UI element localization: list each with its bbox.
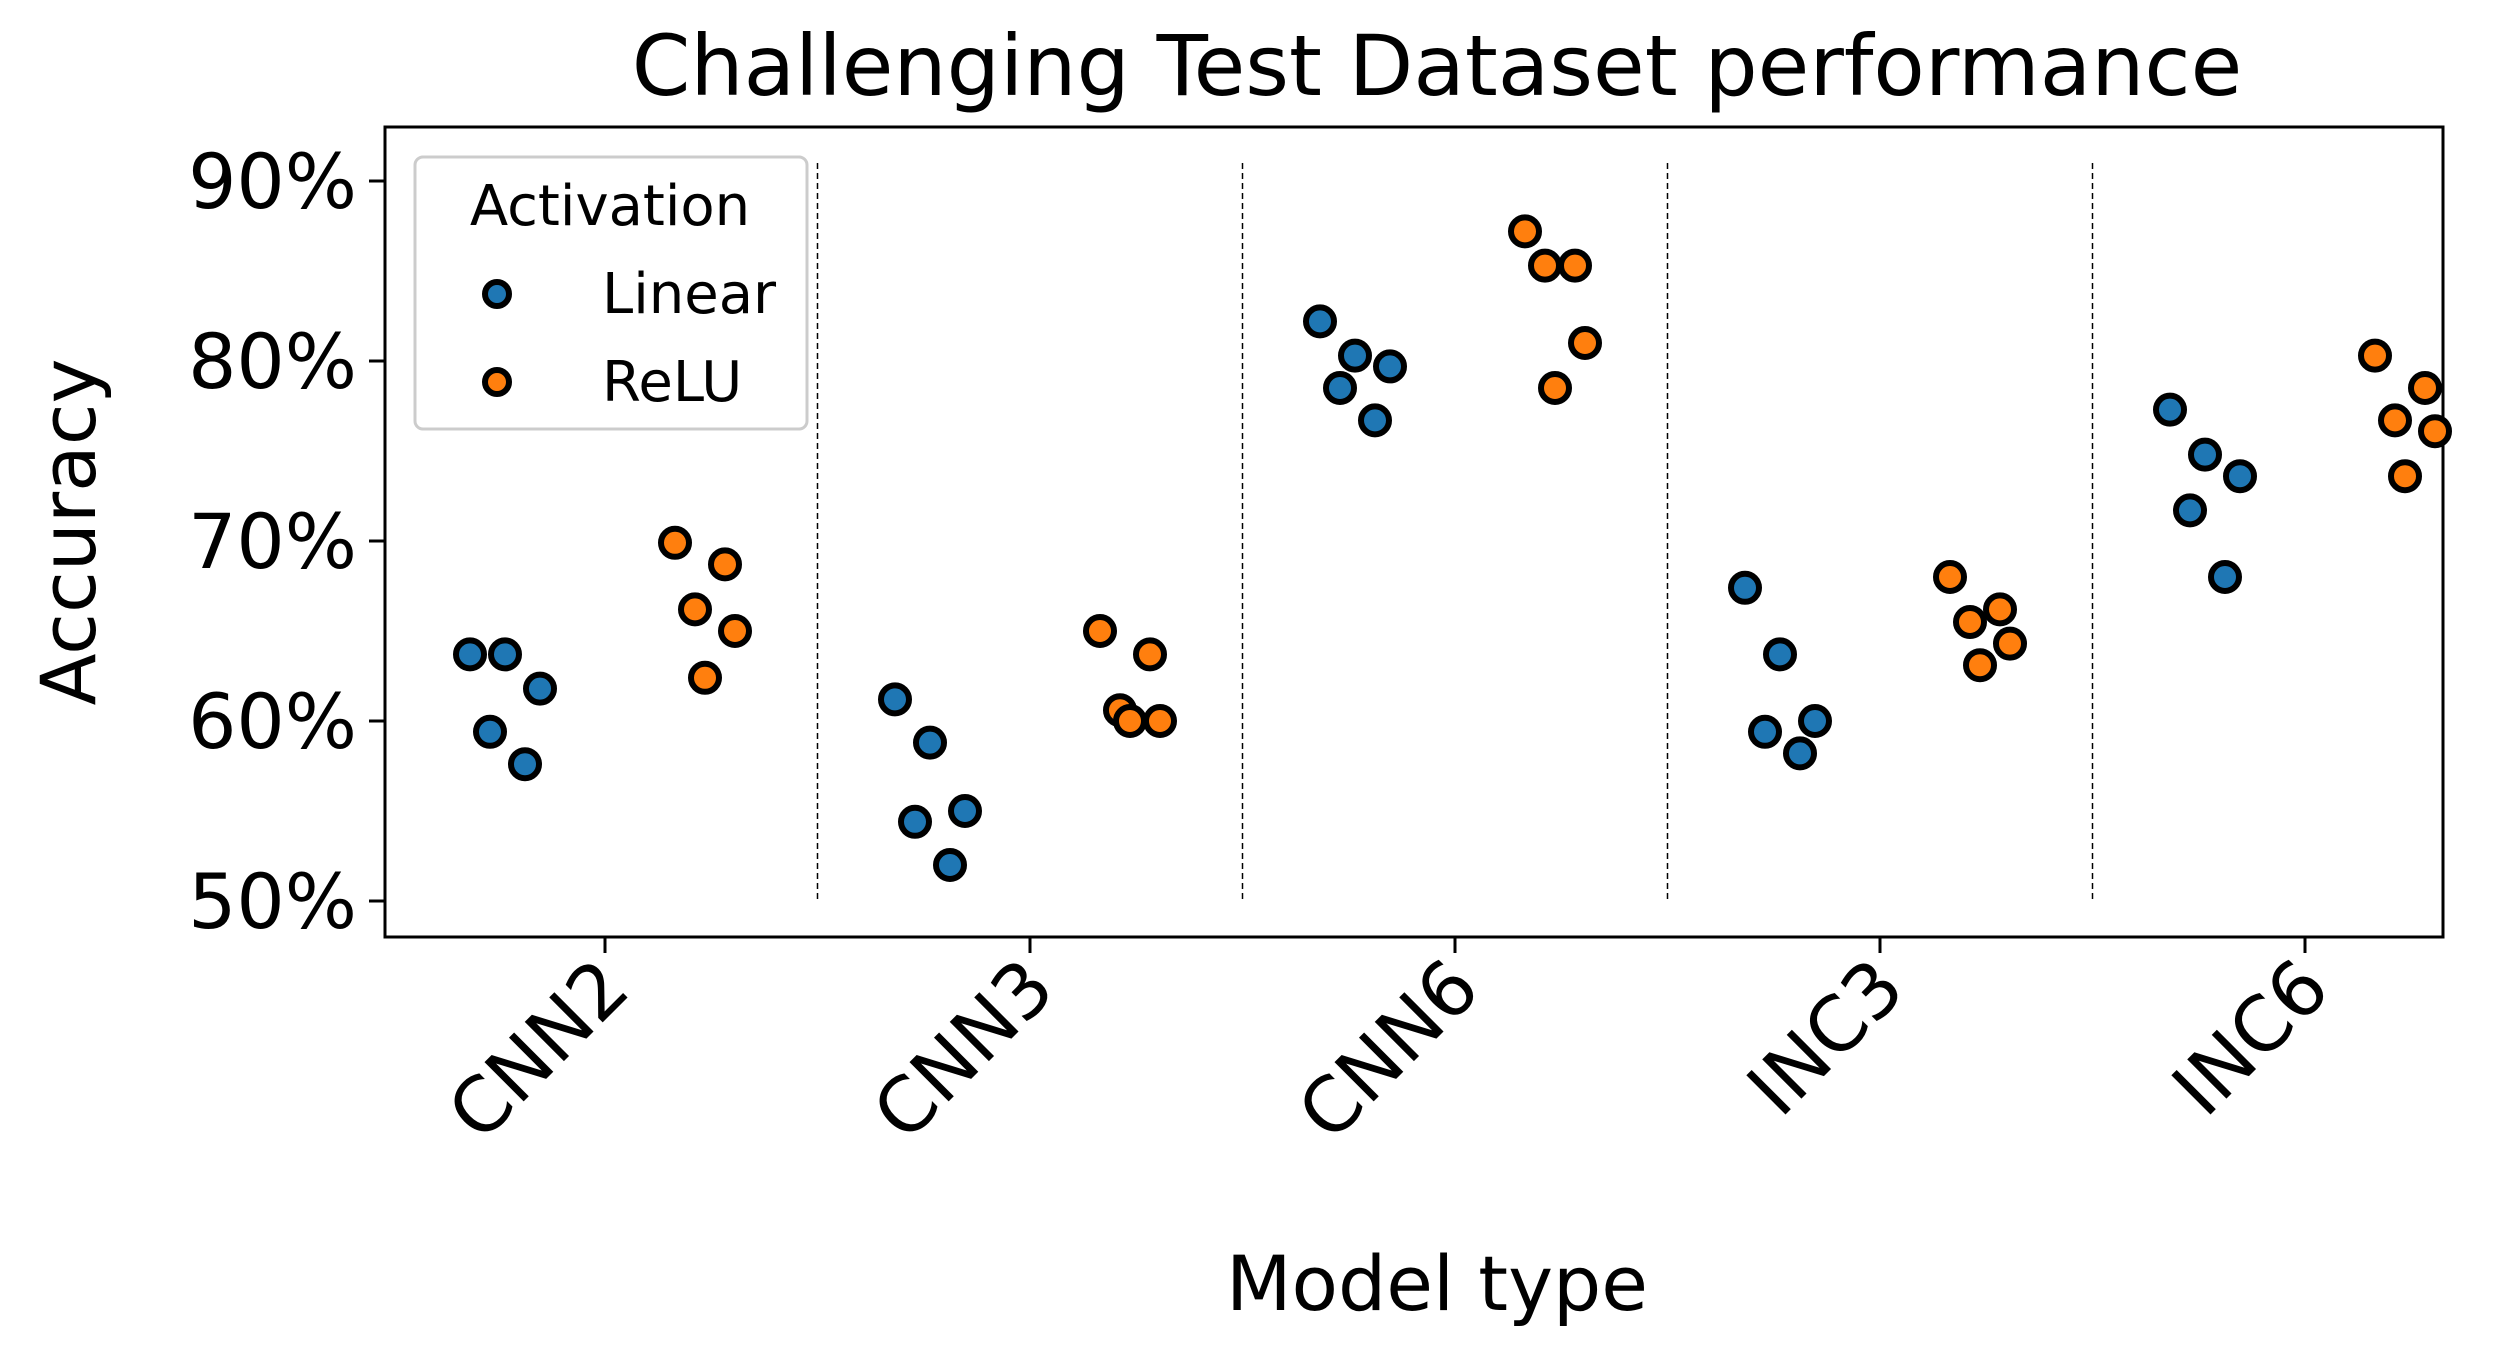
legend-frame [413,155,809,431]
point-linear-cnn2 [453,637,487,672]
point-relu-inc6 [2378,403,2412,438]
point-relu-cnn6 [1538,371,1572,405]
x-tick-label: CNN6 [1281,942,1496,1157]
x-axis-label: Model type [1226,1239,1648,1328]
y-tick-label: 80% [188,317,357,406]
legend-title: Activation [470,174,750,239]
point-relu-inc6 [2408,371,2442,405]
x-tick-label: INC6 [2155,942,2346,1133]
y-axis-ticks: 50% 60% 70% 80% 90% [188,137,385,946]
point-relu-cnn2 [718,614,752,648]
point-linear-inc3 [1783,736,1817,771]
point-linear-cnn6 [1338,338,1372,373]
point-linear-inc3 [1763,637,1797,672]
plot-frame [383,125,2445,939]
point-linear-inc6 [2173,493,2207,528]
point-linear-cnn6 [1358,403,1392,438]
x-tick-label: CNN2 [431,942,646,1157]
point-relu-cnn2 [658,525,692,560]
point-linear-inc3 [1748,714,1782,749]
point-relu-cnn6 [1568,326,1602,360]
point-linear-cnn3 [933,848,967,882]
point-linear-cnn6 [1373,349,1407,384]
point-relu-cnn2 [678,592,712,627]
point-relu-cnn6 [1558,248,1592,283]
category-separators [816,163,2094,901]
point-linear-cnn2 [488,637,522,672]
legend-marker-relu [482,367,512,397]
point-linear-cnn3 [948,794,982,828]
point-linear-cnn3 [898,804,932,839]
data-points [453,214,2452,882]
legend-label-linear: Linear [602,262,777,327]
legend: Activation Linear ReLU [413,155,809,431]
point-linear-cnn2 [473,714,507,749]
point-linear-inc3 [1798,704,1832,738]
point-relu-inc3 [1963,648,1997,683]
point-relu-inc6 [2418,414,2452,449]
legend-marker-linear [482,279,512,309]
point-relu-cnn3 [1083,614,1117,648]
point-relu-cnn2 [708,547,742,582]
point-relu-cnn3 [1143,704,1177,738]
point-linear-inc3 [1728,570,1762,605]
point-linear-cnn6 [1303,304,1337,339]
y-tick-label: 50% [188,857,357,946]
point-relu-cnn6 [1508,214,1542,249]
point-relu-inc6 [2388,459,2422,494]
point-relu-inc3 [1993,626,2027,661]
point-relu-cnn6 [1528,248,1562,283]
point-relu-inc6 [2358,338,2392,373]
point-linear-cnn3 [913,725,947,760]
chart-title: Challenging Test Dataset performance [632,17,2243,115]
point-relu-cnn3 [1113,704,1147,738]
point-linear-cnn3 [878,682,912,717]
y-tick-label: 90% [188,137,357,226]
point-linear-inc6 [2223,459,2257,494]
point-linear-inc6 [2208,560,2242,594]
point-relu-cnn2 [688,660,722,695]
legend-label-relu: ReLU [602,350,742,415]
point-linear-cnn6 [1323,371,1357,405]
point-relu-inc3 [1933,560,1967,594]
point-linear-cnn2 [508,747,542,782]
y-tick-label: 70% [188,497,357,586]
point-linear-inc6 [2188,437,2222,472]
x-axis-ticks: CNN2 CNN3 CNN6 INC3 INC6 [431,937,2346,1157]
point-linear-inc6 [2153,392,2187,427]
point-linear-cnn2 [523,671,557,706]
x-tick-label: CNN3 [856,942,1071,1157]
point-relu-inc3 [1953,605,1987,639]
y-tick-label: 60% [188,677,357,766]
point-relu-cnn3 [1133,637,1167,672]
y-axis-label: Accuracy [24,359,113,706]
point-relu-inc3 [1983,592,2017,627]
x-tick-label: INC3 [1730,942,1921,1133]
